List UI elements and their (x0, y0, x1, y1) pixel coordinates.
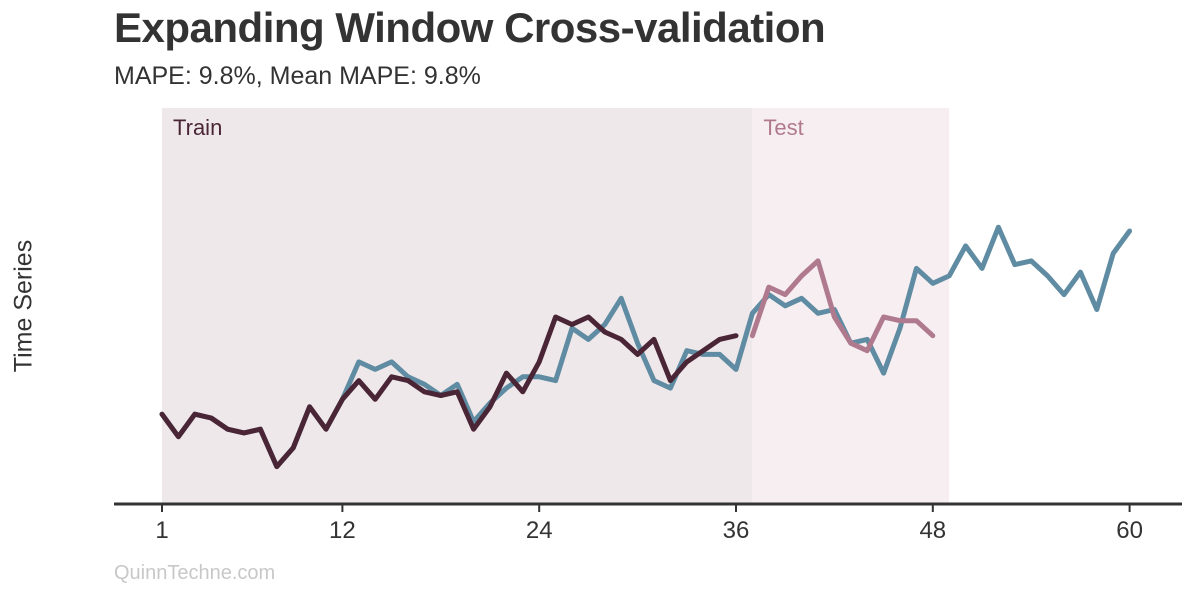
x-tick-label-48: 48 (919, 517, 946, 544)
x-axis: 1 12 24 36 48 60 (114, 502, 1182, 544)
x-tick-label-1: 1 (155, 517, 168, 544)
series-line-2 (159, 314, 739, 470)
x-tick-label-12: 12 (329, 517, 356, 544)
series-layer (159, 224, 1133, 470)
watermark: QuinnTechne.com (114, 562, 276, 584)
regions-layer: Train Test (162, 108, 950, 504)
x-tick-label-60: 60 (1116, 517, 1143, 544)
region-label-train: Train (173, 115, 222, 140)
chart-subtitle: MAPE: 9.8%, Mean MAPE: 9.8% (114, 62, 481, 90)
x-tick-label-36: 36 (723, 517, 750, 544)
series-line-3 (749, 258, 936, 354)
region-train (162, 108, 753, 504)
chart-title: Expanding Window Cross-validation (114, 4, 826, 51)
x-tick-label-24: 24 (526, 517, 553, 544)
region-label-test: Test (763, 115, 803, 140)
